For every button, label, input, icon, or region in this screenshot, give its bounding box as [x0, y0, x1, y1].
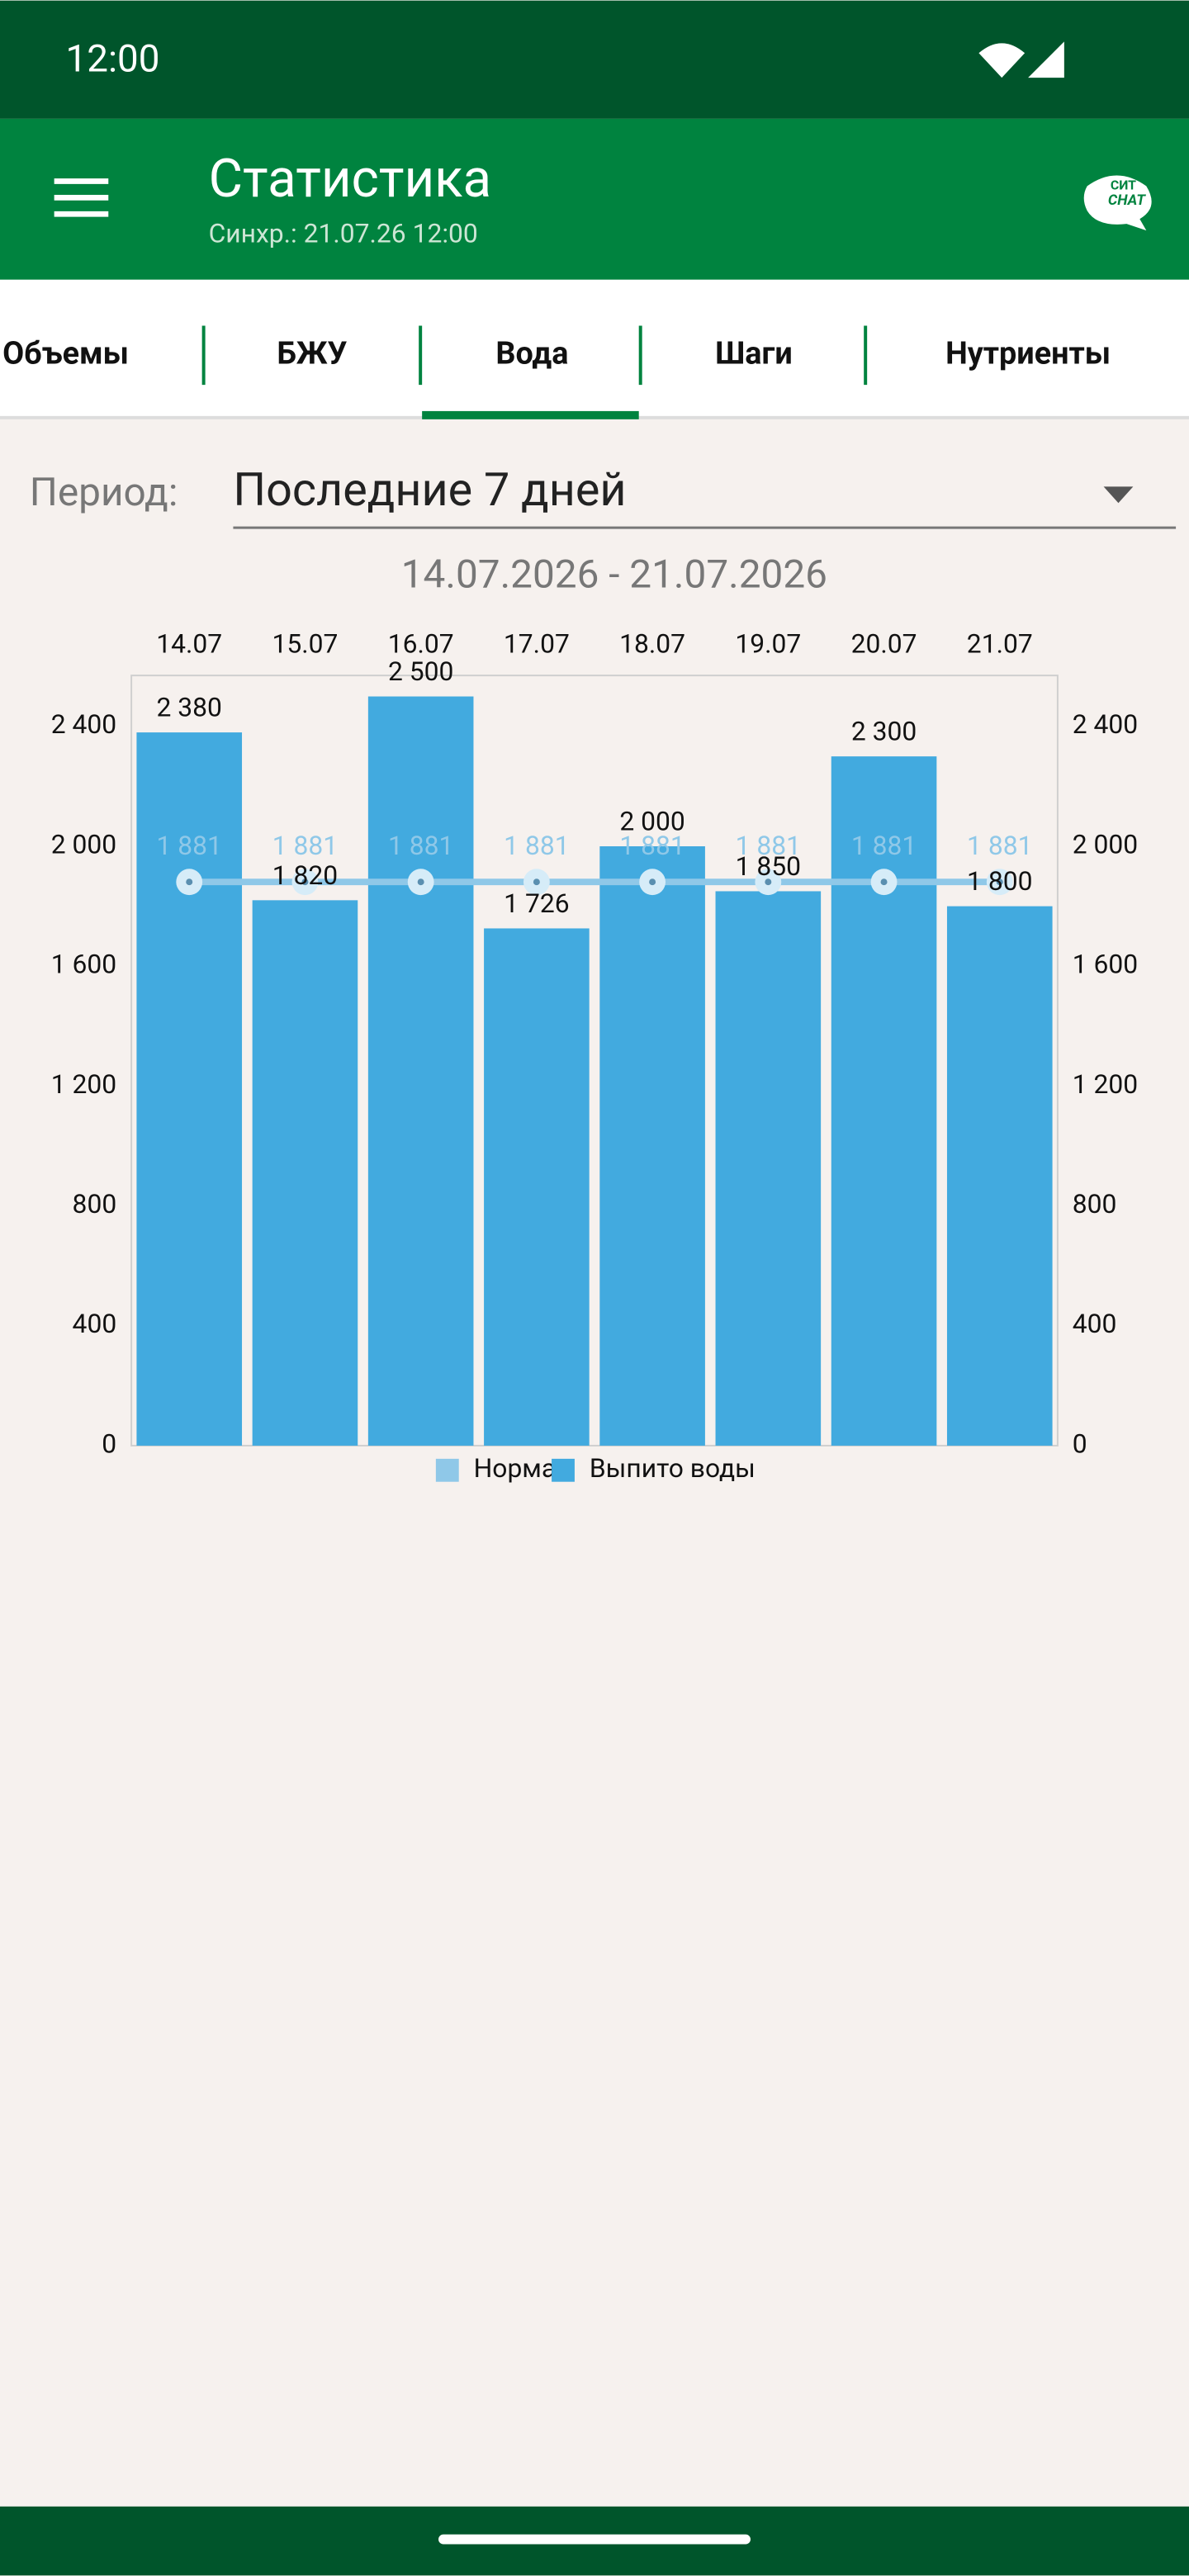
- wifi-icon: [978, 43, 1026, 78]
- bar-value-label: 1 800: [967, 865, 1032, 897]
- y-tick-label: 2 000: [51, 828, 116, 859]
- home-indicator[interactable]: [438, 2534, 751, 2545]
- x-tick-label: 17.07: [504, 628, 570, 660]
- tab-indicator: [422, 410, 639, 419]
- period-label: Период:: [30, 469, 178, 515]
- norm-value-label: 1 881: [272, 830, 338, 861]
- tab-label: Объемы: [2, 335, 129, 372]
- chat-button[interactable]: СИТ CHAT: [1083, 175, 1152, 231]
- app-subtitle: Синхр.: 21.07.26 12:00: [209, 217, 478, 249]
- chat-logo-text: СИТ: [1111, 178, 1136, 193]
- norm-point-center: [301, 878, 309, 886]
- app-title: Статистика: [209, 148, 492, 210]
- bar-value-label: 2 380: [157, 692, 222, 723]
- period-dropdown[interactable]: Последние 7 дней: [233, 462, 1177, 529]
- bar-value-label: 2 000: [619, 806, 685, 837]
- tab[interactable]: Объемы: [2, 335, 129, 372]
- x-tick-label: 14.07: [156, 628, 222, 660]
- legend-label: Норма: [474, 1452, 557, 1484]
- y2-tick-label: 1 200: [1073, 1068, 1138, 1100]
- y2-tick-label: 2 000: [1073, 828, 1138, 859]
- app-bar: [0, 118, 1189, 280]
- bar-value-label: 1 850: [736, 850, 801, 882]
- norm-point-center: [186, 878, 193, 886]
- bar: [136, 732, 243, 1446]
- date-range: 14.07.2026 - 21.07.2026: [401, 551, 827, 597]
- norm-point-center: [996, 878, 1003, 886]
- y-tick-label: 1 600: [51, 949, 116, 980]
- tab[interactable]: Шаги: [715, 335, 793, 372]
- bar: [715, 891, 822, 1446]
- x-tick-label: 18.07: [619, 628, 685, 660]
- period-value: Последние 7 дней: [233, 462, 626, 517]
- bar: [599, 846, 705, 1446]
- norm-value-label: 1 881: [967, 830, 1032, 861]
- y-tick-label: 1 200: [51, 1068, 116, 1100]
- legend-swatch: [552, 1458, 575, 1482]
- norm-value-label: 1 881: [619, 830, 685, 861]
- chat-bubble: [1083, 175, 1152, 231]
- norm-point-center: [533, 878, 540, 886]
- menu-button[interactable]: [54, 178, 109, 217]
- norm-value-label: 1 881: [851, 830, 917, 861]
- y-tick-label: 0: [102, 1428, 116, 1459]
- tab-label: Шаги: [715, 335, 793, 372]
- y-tick-label: 2 400: [51, 708, 116, 740]
- bar: [367, 696, 474, 1446]
- y2-tick-label: 0: [1073, 1428, 1087, 1459]
- bar: [252, 900, 358, 1446]
- tab-label: БЖУ: [277, 335, 347, 372]
- chat-logo-text: CHAT: [1108, 192, 1146, 209]
- legend-swatch: [435, 1458, 459, 1482]
- y2-tick-label: 2 400: [1073, 708, 1138, 740]
- bar: [484, 928, 590, 1446]
- norm-value-label: 1 881: [504, 830, 569, 861]
- dropdown-arrow: [1103, 486, 1134, 504]
- tab[interactable]: Нутриенты: [945, 335, 1111, 372]
- norm-point-center: [649, 878, 656, 886]
- water-chart: 0 400 800 1 200 1 600 2 000 2 400 0 400 800 1 200 1…: [51, 628, 1138, 1484]
- bar-value-label: 2 300: [851, 716, 917, 747]
- tab[interactable]: БЖУ: [277, 335, 347, 372]
- tab[interactable]: Вода: [495, 335, 568, 372]
- y-tick-label: 400: [73, 1308, 117, 1339]
- signal-icon: [1028, 41, 1064, 78]
- x-tick-label: 21.07: [967, 628, 1033, 660]
- y2-tick-label: 800: [1073, 1188, 1117, 1219]
- x-tick-label: 19.07: [735, 628, 801, 660]
- norm-value-label: 1 881: [157, 830, 222, 861]
- norm-point-center: [880, 878, 888, 886]
- bar-value-label: 2 500: [388, 656, 453, 687]
- legend-label: Выпито воды: [590, 1452, 756, 1484]
- norm-point-center: [765, 878, 772, 886]
- norm-value-label: 1 881: [388, 830, 453, 861]
- y2-tick-label: 400: [1073, 1308, 1117, 1339]
- norm-point-center: [417, 878, 424, 886]
- x-tick-label: 16.07: [388, 628, 454, 660]
- x-tick-label: 15.07: [272, 628, 338, 660]
- bar-value-label: 1 726: [504, 888, 569, 919]
- bar-value-label: 1 820: [272, 859, 338, 891]
- y-tick-label: 800: [73, 1188, 117, 1219]
- legend: Норма Выпито воды: [435, 1452, 756, 1484]
- status-time: 12:00: [66, 37, 160, 81]
- x-tick-label: 20.07: [851, 628, 917, 660]
- bar: [946, 906, 1053, 1446]
- norm-value-label: 1 881: [736, 830, 801, 861]
- tab-label: Вода: [495, 335, 568, 372]
- tab-bar: [0, 279, 1189, 416]
- tab-label: Нутриенты: [945, 335, 1111, 372]
- y2-tick-label: 1 600: [1073, 949, 1138, 980]
